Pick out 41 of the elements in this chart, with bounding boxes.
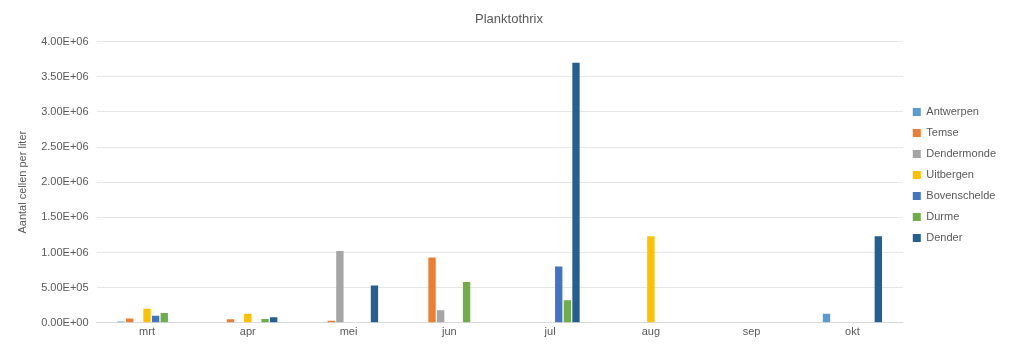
bar [160, 312, 168, 323]
y-axis-title: Aantal cellen per liter [15, 130, 28, 234]
bar [555, 266, 563, 323]
legend-label: Temse [926, 126, 959, 139]
legend-label: Dender [926, 231, 963, 244]
x-tick-label: jun [440, 325, 457, 338]
x-tick-label: mei [339, 325, 358, 338]
bar [226, 319, 235, 323]
bar [370, 285, 379, 323]
legend-label: Durme [926, 210, 960, 223]
bar [143, 308, 151, 323]
bar [270, 317, 278, 323]
x-tick-label: sep [742, 325, 761, 338]
bar [261, 318, 269, 323]
legend-label: Dendermonde [926, 147, 997, 160]
bar [462, 282, 471, 323]
y-tick-label: 5.00E+05 [41, 280, 89, 293]
legend-label: Bovenschelde [926, 189, 996, 202]
bar [428, 257, 436, 323]
bar [336, 251, 344, 323]
legend-label: Antwerpen [926, 105, 979, 118]
y-tick-label: 1.00E+06 [41, 245, 89, 258]
y-tick-label: 2.50E+06 [41, 140, 89, 153]
x-tick-label: apr [239, 325, 257, 338]
bar [563, 300, 572, 323]
y-tick-label: 3.00E+06 [41, 104, 89, 117]
x-tick-label: okt [845, 325, 860, 338]
y-tick-label: 3.50E+06 [41, 69, 89, 82]
x-tick-label: mrt [139, 325, 155, 338]
bar [437, 310, 445, 323]
legend-label: Uitbergen [926, 168, 974, 181]
bar [647, 236, 655, 323]
x-tick-label: jul [543, 325, 556, 338]
x-tick-label: aug [641, 325, 661, 338]
y-tick-label: 1.50E+06 [41, 210, 89, 223]
bar [874, 236, 882, 323]
y-tick-label: 2.00E+06 [41, 175, 89, 188]
bar [572, 62, 580, 323]
y-tick-label: 0.00E+00 [41, 315, 89, 328]
y-tick-label: 4.00E+06 [41, 34, 89, 47]
chart-title: Planktothrix [475, 11, 544, 27]
